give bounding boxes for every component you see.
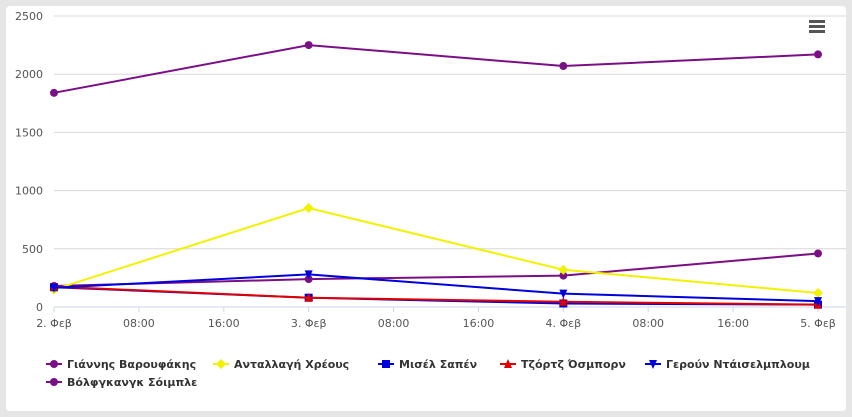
y-tick-label: 1500 (15, 126, 43, 139)
legend-label: Γιάννης Βαρουφάκης (67, 358, 196, 371)
grid-lines (54, 15, 846, 250)
x-tick-label: 5. Φεβ (800, 317, 836, 330)
legend-item[interactable]: Μισέλ Σαπέν (378, 358, 477, 371)
series-line (53, 207, 819, 295)
legend-label: Γερούν Ντάισελμπλουμ (666, 358, 810, 371)
series-line (53, 286, 819, 306)
x-tick-label: 08:00 (123, 317, 155, 330)
hamburger-menu-icon[interactable] (809, 20, 825, 33)
data-point (814, 50, 822, 59)
x-tick-label: 16:00 (208, 317, 240, 330)
series-6 (50, 41, 822, 97)
data-point (814, 297, 822, 307)
data-point (559, 296, 568, 306)
x-tick-label: 3. Φεβ (291, 317, 327, 330)
data-point (559, 289, 568, 299)
legend-label: Μισέλ Σαπέν (399, 358, 477, 371)
series-5 (50, 270, 822, 307)
data-point (558, 264, 569, 275)
legend-label: Τζόρτζ Όσμπορν (521, 358, 626, 371)
data-point (813, 288, 823, 299)
chart-card: 0 500 1000 1500 2000 2500 2. Φεβ 08:00 16:00 3. Φ… (6, 6, 846, 411)
legend-item[interactable]: Βόλφγκανγκ Σόιμπλε (46, 376, 197, 389)
data-point (559, 271, 568, 280)
y-tick-label: 0 (36, 301, 43, 314)
x-tick-label: 16:00 (717, 317, 749, 330)
legend[interactable]: Γιάννης Βαρουφάκης Ανταλλαγή Χρέους Μισέλ … (46, 358, 810, 389)
x-tick-label: 4. Φεβ (546, 317, 582, 330)
x-tick-label: 16:00 (463, 317, 495, 330)
data-point (50, 283, 58, 293)
data-point (50, 88, 58, 97)
x-tick-label: 08:00 (378, 317, 410, 330)
legend-item[interactable]: Γερούν Ντάισελμπλουμ (645, 358, 810, 371)
legend-label: Ανταλλαγή Χρέους (234, 358, 349, 371)
legend-label: Βόλφγκανγκ Σόιμπλε (67, 376, 197, 389)
x-tick-label: 2. Φεβ (36, 317, 72, 330)
x-tick-label: 08:00 (632, 317, 664, 330)
axes: 0 500 1000 1500 2000 2500 2. Φεβ 08:00 16:00 3. Φ… (15, 10, 846, 330)
data-point (304, 41, 313, 50)
legend-item[interactable]: Ανταλλαγή Χρέους (213, 358, 349, 371)
y-tick-label: 2500 (15, 10, 43, 23)
series-line (53, 44, 819, 94)
series-1 (50, 249, 822, 291)
series-lines (49, 41, 823, 309)
data-point (304, 292, 313, 302)
y-tick-label: 2000 (15, 68, 43, 81)
data-point (559, 62, 568, 71)
series-line (53, 285, 819, 306)
legend-symbol-marker (649, 360, 657, 369)
legend-symbol-marker (382, 360, 390, 368)
data-point (814, 249, 822, 258)
legend-item[interactable]: Τζόρτζ Όσμπορν (500, 358, 626, 371)
legend-symbol-marker (504, 359, 512, 368)
y-tick-label: 1000 (15, 185, 43, 198)
data-point (303, 203, 314, 214)
legend-symbol-marker (216, 359, 226, 369)
y-tick-label: 500 (22, 243, 43, 256)
series-3 (50, 283, 822, 309)
line-chart: 0 500 1000 1500 2000 2500 2. Φεβ 08:00 16:00 3. Φ… (15, 10, 846, 389)
series-line (53, 273, 819, 303)
legend-symbol-marker (50, 360, 58, 368)
legend-symbol-marker (50, 378, 58, 386)
series-line (53, 252, 819, 288)
legend-item[interactable]: Γιάννης Βαρουφάκης (46, 358, 196, 371)
data-point (304, 270, 313, 280)
